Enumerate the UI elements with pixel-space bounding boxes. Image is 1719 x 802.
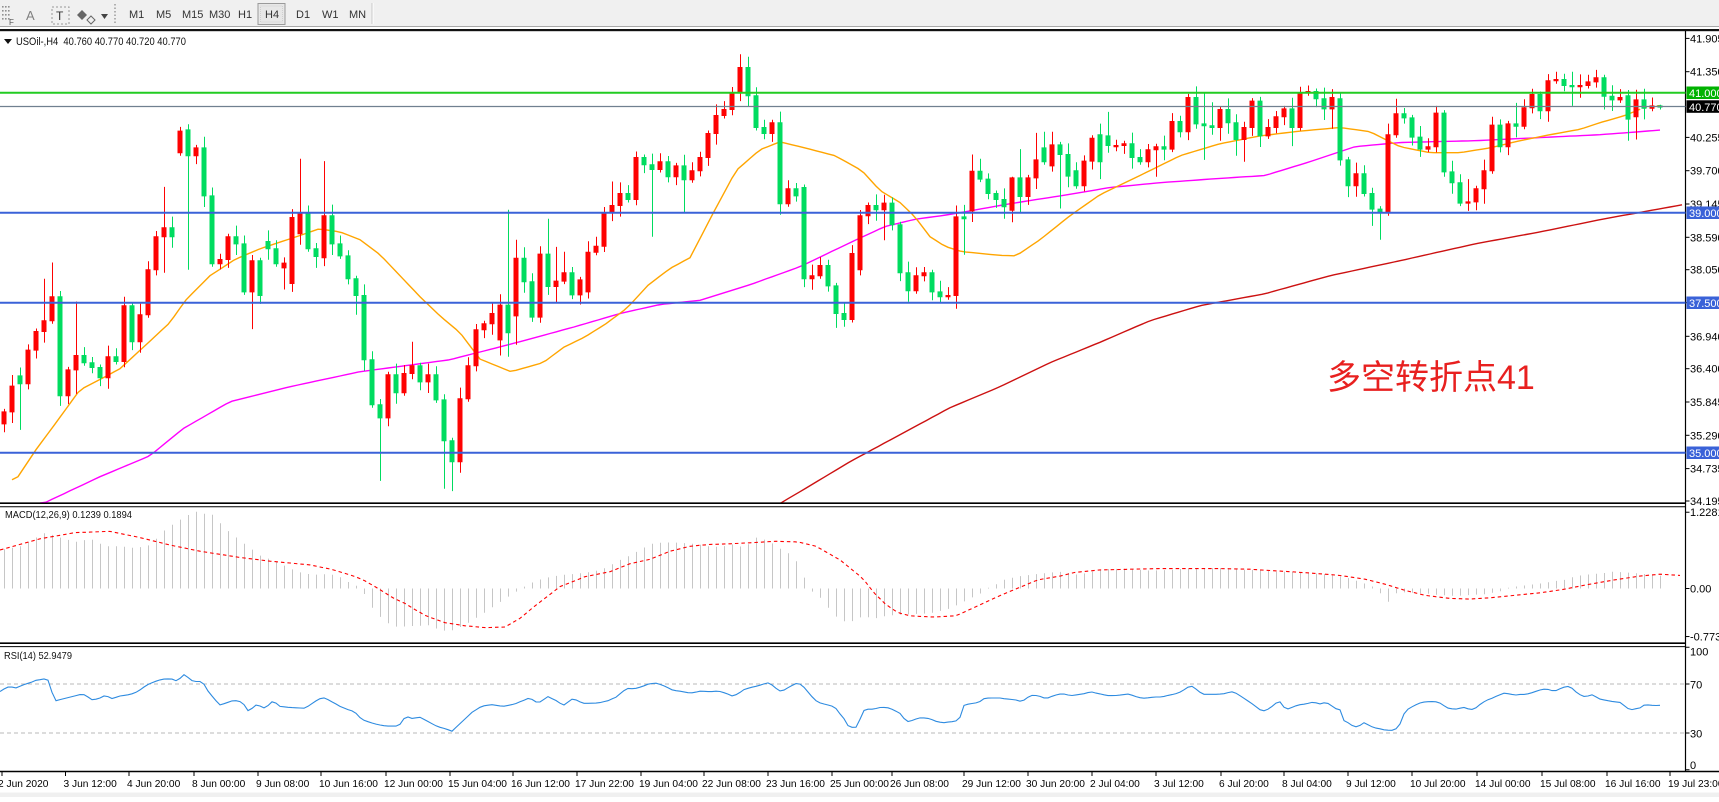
- svg-text:M5: M5: [156, 9, 171, 21]
- svg-text:8 Jun 00:00: 8 Jun 00:00: [192, 779, 246, 790]
- svg-text:M1: M1: [129, 9, 144, 21]
- svg-text:39.700: 39.700: [1690, 166, 1719, 178]
- svg-text:15 Jul 08:00: 15 Jul 08:00: [1540, 779, 1596, 790]
- svg-text:W1: W1: [322, 9, 339, 21]
- svg-text:0: 0: [1690, 760, 1696, 772]
- svg-text:37.500: 37.500: [1689, 298, 1719, 310]
- svg-text:2 Jul 04:00: 2 Jul 04:00: [1090, 779, 1140, 790]
- svg-text:9 Jul 12:00: 9 Jul 12:00: [1346, 779, 1396, 790]
- svg-text:38.590: 38.590: [1690, 232, 1719, 244]
- svg-text:10 Jun 16:00: 10 Jun 16:00: [319, 779, 378, 790]
- svg-text:M15: M15: [182, 9, 203, 21]
- svg-text:H4: H4: [265, 9, 279, 21]
- svg-text:3 Jul 12:00: 3 Jul 12:00: [1154, 779, 1204, 790]
- svg-text:6 Jul 20:00: 6 Jul 20:00: [1219, 779, 1269, 790]
- svg-text:8 Jul 04:00: 8 Jul 04:00: [1282, 779, 1332, 790]
- svg-text:35.290: 35.290: [1690, 430, 1719, 442]
- svg-text:41.905: 41.905: [1690, 33, 1719, 45]
- svg-text:26 Jun 08:00: 26 Jun 08:00: [890, 779, 949, 790]
- svg-text:RSI(14) 52.9479: RSI(14) 52.9479: [4, 650, 72, 662]
- svg-text:30: 30: [1690, 729, 1702, 741]
- svg-text:9 Jun 08:00: 9 Jun 08:00: [256, 779, 310, 790]
- svg-text:-0.7738: -0.7738: [1690, 632, 1719, 644]
- svg-text:USOil-,H4 40.760 40.770 40.72: USOil-,H4 40.760 40.770 40.720 40.770: [16, 36, 186, 48]
- svg-text:16 Jul 16:00: 16 Jul 16:00: [1605, 779, 1661, 790]
- svg-text:16 Jun 12:00: 16 Jun 12:00: [511, 779, 570, 790]
- svg-text:10 Jul 20:00: 10 Jul 20:00: [1410, 779, 1466, 790]
- svg-text:M30: M30: [209, 9, 230, 21]
- svg-text:36.940: 36.940: [1690, 331, 1719, 343]
- svg-text:22 Jun 08:00: 22 Jun 08:00: [702, 779, 761, 790]
- svg-text:29 Jun 12:00: 29 Jun 12:00: [962, 779, 1021, 790]
- svg-text:100: 100: [1690, 647, 1708, 659]
- svg-text:2 Jun 2020: 2 Jun 2020: [0, 779, 49, 790]
- svg-text:34.735: 34.735: [1690, 464, 1719, 476]
- svg-text:MN: MN: [349, 9, 366, 21]
- svg-text:39.000: 39.000: [1689, 208, 1719, 220]
- svg-text:30 Jun 20:00: 30 Jun 20:00: [1026, 779, 1085, 790]
- svg-text:70: 70: [1690, 680, 1702, 692]
- svg-text:40.770: 40.770: [1689, 102, 1719, 114]
- svg-text:4 Jun 20:00: 4 Jun 20:00: [127, 779, 181, 790]
- svg-text:34.195: 34.195: [1690, 496, 1719, 508]
- svg-text:41.000: 41.000: [1689, 88, 1719, 100]
- svg-text:0.00: 0.00: [1690, 584, 1711, 596]
- svg-text:15 Jun 04:00: 15 Jun 04:00: [448, 779, 507, 790]
- svg-text:17 Jun 22:00: 17 Jun 22:00: [575, 779, 634, 790]
- svg-text:35.845: 35.845: [1690, 397, 1719, 409]
- svg-text:19 Jul 23:00: 19 Jul 23:00: [1668, 779, 1719, 790]
- svg-text:12 Jun 00:00: 12 Jun 00:00: [384, 779, 443, 790]
- svg-text:40.255: 40.255: [1690, 132, 1719, 144]
- svg-text:3 Jun 12:00: 3 Jun 12:00: [64, 779, 118, 790]
- svg-text:25 Jun 00:00: 25 Jun 00:00: [830, 779, 889, 790]
- svg-text:多空转折点41: 多空转折点41: [1327, 359, 1535, 397]
- svg-text:14 Jul 00:00: 14 Jul 00:00: [1475, 779, 1531, 790]
- svg-text:D1: D1: [296, 9, 310, 21]
- svg-text:23 Jun 16:00: 23 Jun 16:00: [766, 779, 825, 790]
- svg-text:T: T: [56, 9, 64, 23]
- svg-text:MACD(12,26,9) 0.1239 0.1894: MACD(12,26,9) 0.1239 0.1894: [5, 509, 132, 521]
- svg-text:F: F: [9, 18, 14, 27]
- svg-text:38.050: 38.050: [1690, 265, 1719, 277]
- svg-text:19 Jun 04:00: 19 Jun 04:00: [639, 779, 698, 790]
- svg-text:35.000: 35.000: [1689, 448, 1719, 460]
- svg-text:H1: H1: [238, 9, 252, 21]
- svg-text:A: A: [26, 8, 35, 23]
- svg-text:41.350: 41.350: [1690, 67, 1719, 79]
- svg-text:36.400: 36.400: [1690, 364, 1719, 376]
- svg-text:1.2281: 1.2281: [1690, 507, 1719, 519]
